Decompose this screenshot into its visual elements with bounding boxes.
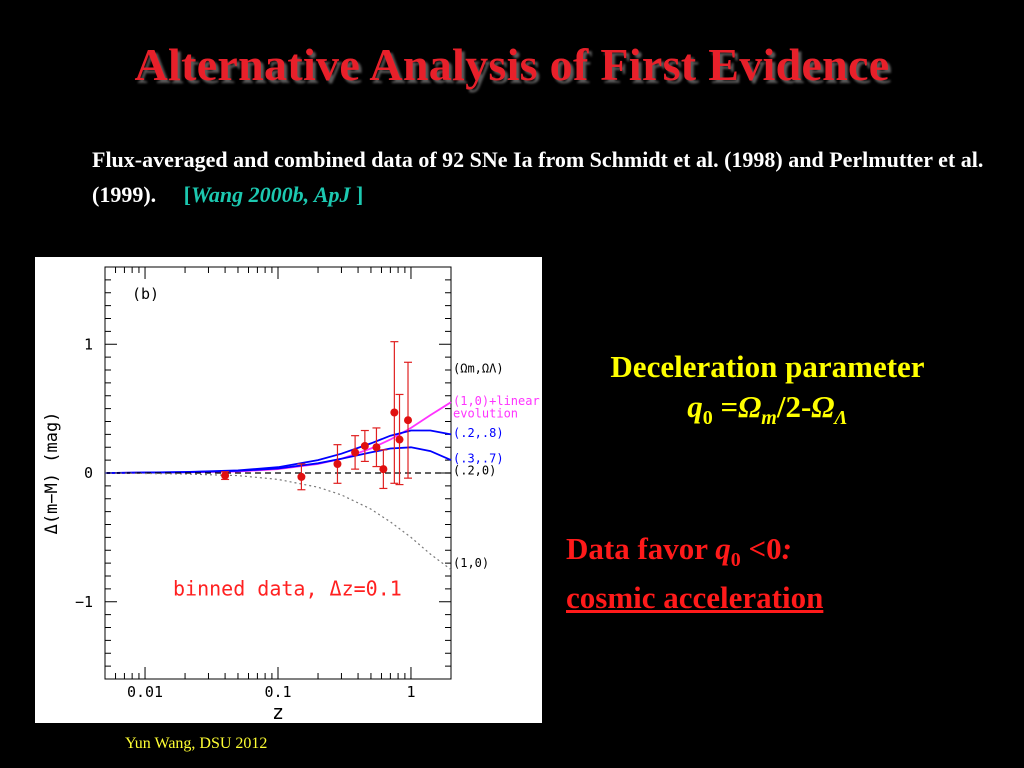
- data-point: [379, 465, 388, 474]
- deceleration-heading: Deceleration parameter: [610, 349, 925, 384]
- curve-label: (.2,.8): [453, 426, 504, 440]
- x-axis-label: z: [272, 700, 284, 723]
- slide-description: Flux-averaged and combined data of 92 SN…: [92, 142, 1002, 212]
- conclusion-lt: <0: [740, 531, 782, 566]
- citation-close: ]: [350, 182, 364, 207]
- y-tick-label: 0: [84, 464, 93, 482]
- data-point: [221, 471, 230, 480]
- formula-q: q: [687, 389, 703, 424]
- formula-omega-m-sub: m: [761, 407, 777, 430]
- data-point: [297, 472, 306, 481]
- data-point: [351, 448, 360, 457]
- curve-label: (.3,.7): [453, 452, 504, 466]
- y-tick-label: 1: [84, 335, 93, 353]
- deceleration-formula: q0 =Ωm/2-ΩΛ: [545, 387, 990, 438]
- conclusion-block: Data favor q0 <0: cosmic acceleration: [566, 530, 823, 617]
- description-text: Flux-averaged and combined data of 92 SN…: [92, 147, 984, 207]
- y-tick-label: −1: [75, 593, 93, 611]
- citation: [Wang 2000b, ApJ ]: [184, 182, 364, 207]
- curve-label: (.2,0): [453, 463, 496, 477]
- x-tick-label: 1: [406, 683, 415, 701]
- data-point: [372, 443, 381, 452]
- deceleration-block: Deceleration parameter q0 =Ωm/2-ΩΛ: [545, 347, 990, 438]
- citation-open: [: [183, 182, 191, 207]
- curve-label: (Ωm,ΩΛ): [453, 362, 504, 376]
- citation-text: Wang 2000b, ApJ: [190, 182, 351, 207]
- plot-panel: 0.01 0.1 1 −1 0 1 z Δ(m−M) (mag) (b) binned data,…: [35, 257, 542, 723]
- conclusion-colon: :: [781, 531, 792, 566]
- footer-credit: Yun Wang, DSU 2012: [125, 735, 268, 752]
- curve-label: (1,0)+linear: [453, 394, 540, 408]
- model-curve-4: [104, 472, 452, 571]
- conclusion-q: q: [715, 531, 731, 566]
- curve-label: (1,0): [453, 556, 489, 570]
- hubble-residual-plot: 0.01 0.1 1 −1 0 1 z Δ(m−M) (mag) (b) binned data,…: [42, 266, 540, 723]
- conclusion-line2: cosmic acceleration: [566, 580, 824, 616]
- formula-eq: =: [712, 389, 739, 424]
- conclusion-q-sub: 0: [730, 549, 741, 572]
- data-point: [360, 441, 369, 450]
- model-curve-2: [104, 446, 452, 474]
- formula-mid: /2-: [776, 389, 812, 424]
- y-axis-label: Δ(m−M) (mag): [42, 412, 62, 535]
- data-point: [395, 435, 404, 444]
- binned-data-annotation: binned data, Δz=0.1: [173, 576, 402, 600]
- x-tick-label: 0.1: [264, 683, 291, 701]
- conclusion-line1: Data favor q0 <0:: [566, 530, 823, 579]
- x-tick-label: 0.01: [127, 683, 163, 701]
- formula-omega-m: Ω: [738, 389, 762, 424]
- formula-q-sub: 0: [702, 407, 713, 430]
- panel-label: (b): [132, 285, 159, 303]
- conclusion-prefix: Data favor: [566, 531, 716, 566]
- data-point: [404, 416, 413, 425]
- data-point: [390, 408, 399, 417]
- data-point: [333, 459, 342, 468]
- formula-omega-l-sub: Λ: [834, 407, 848, 430]
- formula-omega-l: Ω: [811, 389, 835, 424]
- curve-label: evolution: [453, 407, 518, 421]
- slide-title: Alternative Analysis of First Evidence: [134, 39, 890, 90]
